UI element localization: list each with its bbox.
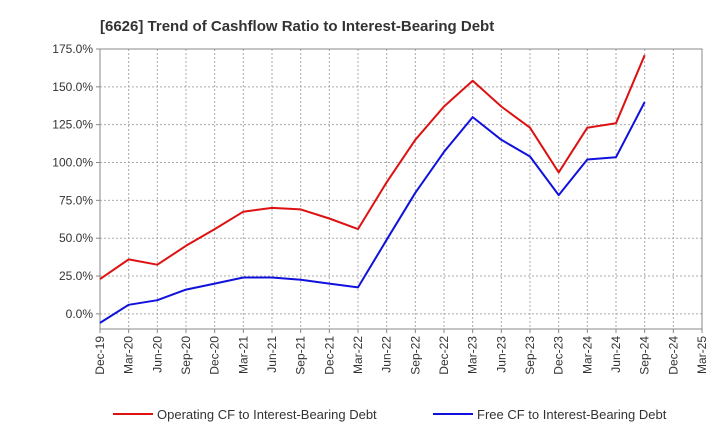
y-axis: 0.0% 25.0% 50.0% 75.0% 100.0% 125.0% 150.0% 175… bbox=[52, 42, 100, 321]
chart-title: [6626] Trend of Cashflow Ratio to Intere… bbox=[100, 18, 494, 35]
x-tick-label: Sep-22 bbox=[408, 336, 422, 375]
y-tick-label: 150.0% bbox=[52, 80, 93, 94]
x-tick-label: Sep-21 bbox=[294, 336, 308, 375]
x-tick-label: Dec-23 bbox=[552, 336, 566, 375]
y-tick-label: 50.0% bbox=[59, 231, 93, 245]
x-tick-label: Jun-21 bbox=[265, 336, 279, 373]
x-tick-label: Jun-24 bbox=[609, 336, 623, 373]
x-tick-label: Dec-20 bbox=[208, 336, 222, 375]
x-tick-label: Mar-23 bbox=[466, 336, 480, 374]
x-tick-label: Jun-22 bbox=[380, 336, 394, 373]
plot-area-border bbox=[99, 48, 703, 330]
x-tick-label: Mar-20 bbox=[122, 336, 136, 374]
series-line-operating-cf bbox=[99, 54, 646, 280]
x-tick-label: Jun-23 bbox=[494, 336, 508, 373]
x-axis: Dec-19 Mar-20 Jun-20 Sep-20 Dec-20 Mar-21 Jun-… bbox=[93, 329, 709, 375]
series-line-free-cf bbox=[99, 101, 646, 324]
x-tick-label: Dec-22 bbox=[437, 336, 451, 375]
legend-label: Free CF to Interest-Bearing Debt bbox=[477, 407, 667, 422]
y-tick-label: 100.0% bbox=[52, 156, 93, 170]
y-tick-label: 25.0% bbox=[59, 269, 93, 283]
x-tick-label: Mar-24 bbox=[580, 336, 594, 374]
x-tick-label: Jun-20 bbox=[150, 336, 164, 373]
x-tick-label: Dec-21 bbox=[322, 336, 336, 375]
legend: Operating CF to Interest-Bearing Debt Fre… bbox=[113, 407, 667, 422]
y-tick-label: 125.0% bbox=[52, 118, 93, 132]
legend-label: Operating CF to Interest-Bearing Debt bbox=[157, 407, 377, 422]
x-tick-label: Sep-24 bbox=[638, 336, 652, 375]
x-tick-label: Dec-24 bbox=[666, 336, 680, 375]
x-tick-label: Sep-20 bbox=[179, 336, 193, 375]
x-tick-label: Mar-21 bbox=[236, 336, 250, 374]
x-tick-label: Mar-25 bbox=[695, 336, 709, 374]
x-tick-label: Mar-22 bbox=[351, 336, 365, 374]
y-tick-label: 0.0% bbox=[66, 307, 94, 321]
x-tick-label: Dec-19 bbox=[93, 336, 107, 375]
grid-lines bbox=[100, 49, 702, 329]
y-tick-label: 175.0% bbox=[52, 42, 93, 56]
y-tick-label: 75.0% bbox=[59, 193, 93, 207]
x-tick-label: Sep-23 bbox=[523, 336, 537, 375]
series-lines bbox=[99, 54, 646, 324]
